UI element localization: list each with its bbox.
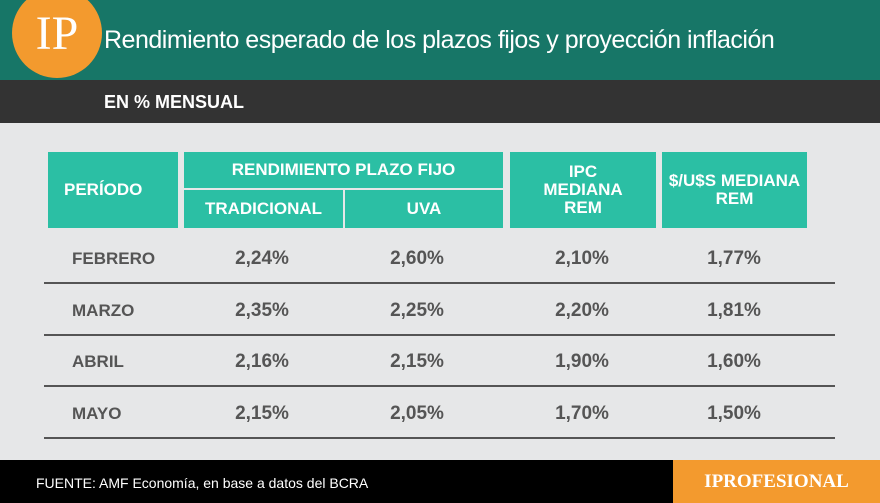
period-cell: MAYO — [72, 404, 122, 424]
value-cell: 2,10% — [555, 248, 609, 269]
title-bar — [0, 0, 880, 80]
logo: IP — [12, 0, 102, 78]
header-cell: IPC MEDIANA REM — [510, 152, 656, 228]
header-cell: UVA — [345, 190, 503, 228]
header-cell: $/U$S MEDIANA REM — [662, 152, 807, 228]
value-cell: 2,05% — [390, 403, 444, 425]
period-cell: ABRIL — [72, 352, 124, 372]
value-cell: 1,90% — [555, 351, 609, 373]
value-cell: 2,15% — [235, 403, 289, 425]
source: FUENTE: AMF Economía, en base a datos de… — [36, 475, 369, 491]
value-cell: 2,24% — [235, 248, 289, 269]
value-cell: 2,35% — [235, 299, 289, 321]
value-cell: 2,60% — [390, 248, 444, 269]
row-divider — [44, 437, 835, 440]
value-cell: 1,50% — [707, 403, 761, 425]
header-cell: RENDIMIENTO PLAZO FIJO — [184, 152, 503, 188]
row-divider — [44, 282, 835, 284]
brand: IPROFESIONAL — [673, 460, 880, 503]
header-cell: PERÍODO — [48, 152, 178, 228]
value-cell: 2,16% — [235, 351, 289, 373]
row-divider — [44, 385, 835, 388]
period-cell: FEBRERO — [72, 249, 156, 268]
subtitle-bar — [0, 80, 880, 123]
value-cell: 1,77% — [707, 248, 761, 269]
header-cell: TRADICIONAL — [184, 190, 343, 228]
value-cell: 1,81% — [707, 299, 761, 321]
value-cell: 2,25% — [390, 299, 444, 321]
row-divider — [44, 333, 835, 336]
value-cell: 2,20% — [555, 299, 609, 321]
value-cell: 1,70% — [555, 403, 609, 425]
title: Rendimiento esperado de los plazos fijos… — [104, 26, 775, 54]
subtitle: EN % MENSUAL — [104, 92, 245, 112]
period-cell: MARZO — [72, 300, 135, 320]
value-cell: 2,15% — [390, 351, 444, 373]
value-cell: 1,60% — [707, 351, 761, 373]
